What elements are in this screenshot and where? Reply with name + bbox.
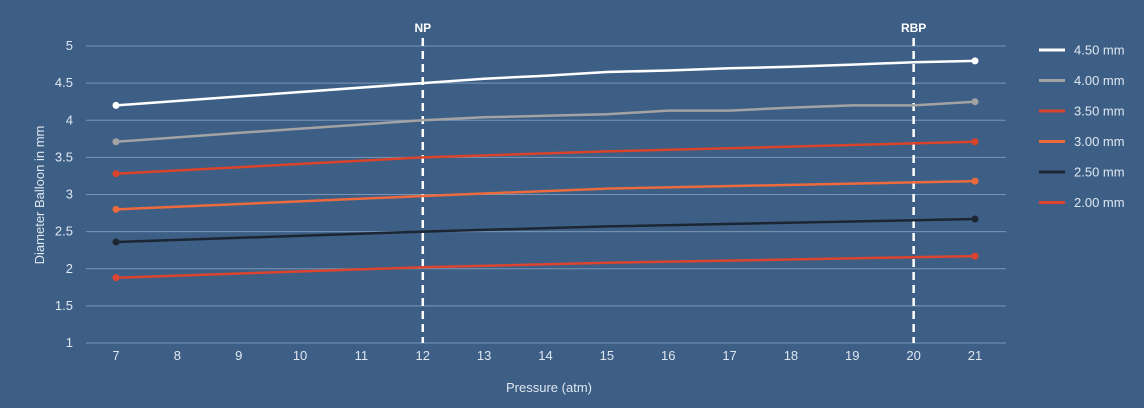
y-tick-label: 1.5	[55, 298, 73, 313]
x-tick-label: 13	[477, 348, 491, 363]
series-4-00-mm	[112, 98, 979, 146]
x-tick-label: 19	[845, 348, 859, 363]
series-3-50-mm	[112, 138, 979, 178]
series-4-50-mm	[112, 57, 979, 109]
legend-label: 3.50 mm	[1074, 104, 1125, 119]
data-point	[112, 238, 120, 246]
series-line-4-00-mm	[114, 100, 977, 144]
x-tick-label: 12	[416, 348, 430, 363]
legend-item-2-00-mm: 2.00 mm	[1039, 195, 1125, 210]
data-point	[971, 252, 979, 260]
x-tick-label: 15	[600, 348, 614, 363]
gridlines	[86, 45, 1006, 344]
legend-label: 2.00 mm	[1074, 195, 1125, 210]
y-tick-label: 5	[66, 38, 73, 53]
y-axis-title: Diameter Balloon in mm	[32, 126, 47, 265]
series-line-2-50-mm	[114, 217, 977, 244]
legend-label: 4.50 mm	[1074, 43, 1125, 58]
data-point	[971, 215, 979, 223]
x-tick-label: 7	[112, 348, 119, 363]
tick-labels: 1 1.5 2 2.5 3 3.5 4 4.5 5 7 8 9 10 11 12 13 14 15 16 17 18 19…	[55, 38, 982, 363]
marker-label-np: NP	[414, 21, 431, 35]
x-tick-label: 21	[968, 348, 982, 363]
legend-item-4-00-mm: 4.00 mm	[1039, 73, 1125, 88]
legend-label: 3.00 mm	[1074, 134, 1125, 149]
x-tick-label: 8	[174, 348, 181, 363]
y-tick-label: 2.5	[55, 224, 73, 239]
legend-item-3-00-mm: 3.00 mm	[1039, 134, 1125, 149]
x-tick-label: 9	[235, 348, 242, 363]
y-tick-label: 4.5	[55, 75, 73, 90]
y-tick-label: 1	[66, 335, 73, 350]
legend: 4.50 mm 4.00 mm 3.50 mm 3.00 mm 2.50 mm 2.00 …	[1039, 43, 1125, 210]
series-line-2-00-mm	[114, 254, 977, 279]
y-tick-label: 3.5	[55, 149, 73, 164]
x-tick-label: 20	[906, 348, 920, 363]
x-tick-label: 16	[661, 348, 675, 363]
legend-item-2-50-mm: 2.50 mm	[1039, 165, 1125, 180]
data-point	[112, 170, 120, 178]
marker-label-rbp: RBP	[901, 21, 926, 35]
legend-item-4-50-mm: 4.50 mm	[1039, 43, 1125, 58]
data-point	[112, 205, 120, 213]
x-tick-label: 10	[293, 348, 307, 363]
x-tick-label: 11	[355, 348, 369, 363]
data-point	[971, 138, 979, 146]
legend-label: 2.50 mm	[1074, 165, 1125, 180]
data-point	[112, 274, 120, 282]
x-tick-label: 18	[784, 348, 798, 363]
reference-markers: NP RBP	[414, 21, 926, 343]
x-tick-label: 17	[722, 348, 736, 363]
series-2-50-mm	[112, 215, 979, 246]
y-tick-label: 3	[66, 187, 73, 202]
series-line-3-50-mm	[114, 140, 977, 175]
legend-label: 4.00 mm	[1074, 73, 1125, 88]
data-point	[112, 101, 120, 109]
y-tick-label: 4	[66, 112, 73, 127]
data-point	[971, 177, 979, 185]
series-line-3-00-mm	[114, 179, 977, 211]
data-point	[971, 57, 979, 65]
x-axis-title: Pressure (atm)	[506, 380, 592, 395]
series-2-00-mm	[112, 252, 979, 282]
series-line-4-50-mm	[114, 59, 977, 107]
series-lines	[112, 57, 979, 282]
legend-item-3-50-mm: 3.50 mm	[1039, 104, 1125, 119]
data-point	[112, 138, 120, 146]
y-tick-label: 2	[66, 261, 73, 276]
series-3-00-mm	[112, 177, 979, 213]
data-point	[971, 98, 979, 106]
x-tick-label: 14	[538, 348, 552, 363]
